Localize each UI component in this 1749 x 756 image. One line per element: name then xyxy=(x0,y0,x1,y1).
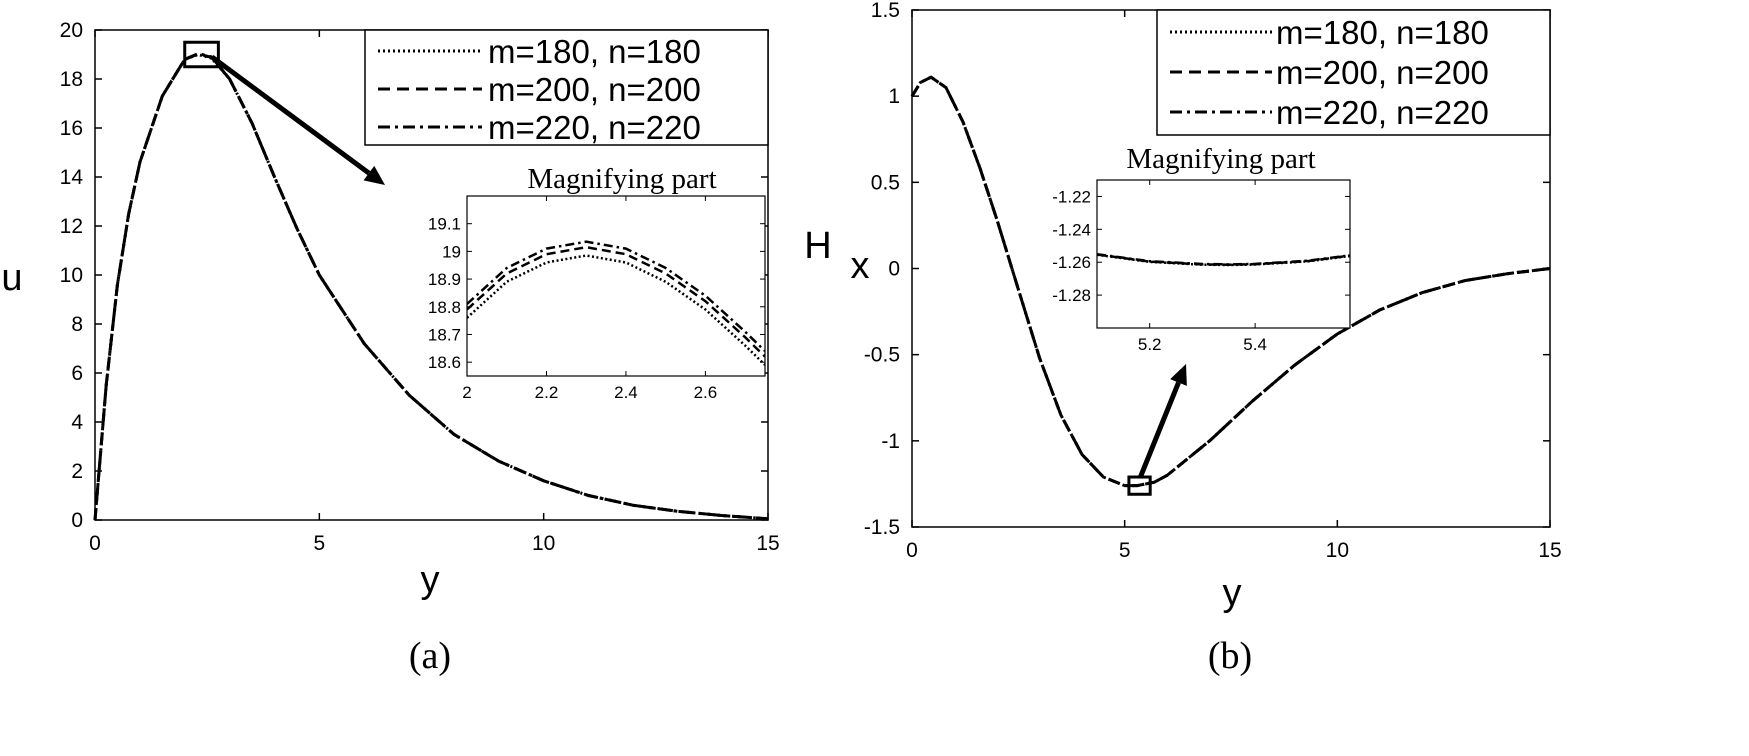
inset-series-line-dotted xyxy=(467,254,765,366)
y-tick-label: 0.5 xyxy=(871,171,900,194)
y-tick-label: 1.5 xyxy=(871,0,900,22)
legend-entry: m=180, n=180 xyxy=(488,33,701,70)
inset-y-tick-label: -1.28 xyxy=(1052,286,1091,305)
y-tick-label: 6 xyxy=(71,362,83,385)
legend-box xyxy=(1156,9,1551,136)
inset-y-tick-label: 18.7 xyxy=(428,325,461,344)
y-tick-label: -0.5 xyxy=(864,344,900,367)
x-tick-label: 5 xyxy=(313,532,325,555)
inset-x-tick-label: 5.2 xyxy=(1138,335,1162,354)
legend-entry: m=220, n=220 xyxy=(488,109,701,146)
inset-x-tick-label: 2.4 xyxy=(614,383,638,402)
inset-x-tick-label: 2.2 xyxy=(535,383,559,402)
zoom-arrow-shaft xyxy=(210,54,371,176)
inset-series-line-dashdot xyxy=(467,240,765,352)
y-tick-label: 1 xyxy=(888,85,900,108)
x-tick-label: 0 xyxy=(89,532,101,555)
y-tick-label: 16 xyxy=(60,117,83,140)
inset-y-tick-label: 18.8 xyxy=(428,298,461,317)
inset-series-group xyxy=(1097,252,1350,267)
inset-title: Magnifying part xyxy=(1126,143,1315,175)
inset-title: Magnifying part xyxy=(527,163,716,195)
y-axis-label: H xyxy=(804,225,831,267)
x-tick-label: 0 xyxy=(906,539,918,562)
y-tick-label: 2 xyxy=(71,460,83,483)
y-tick-label: 20 xyxy=(60,19,83,42)
inset-series-group xyxy=(467,240,765,366)
x-tick-label: 10 xyxy=(1326,539,1349,562)
y-axis-label: u xyxy=(1,257,22,299)
legend-entry: m=200, n=200 xyxy=(1276,54,1489,91)
y-tick-label: 8 xyxy=(71,313,83,336)
x-tick-label: 15 xyxy=(756,532,779,555)
zoom-arrow-head xyxy=(1170,364,1187,386)
highlight-box xyxy=(183,40,220,69)
x-axis-label: y xyxy=(1223,572,1242,614)
x-tick-label: 15 xyxy=(1538,539,1561,562)
inset-y-tick-label: 18.6 xyxy=(428,353,461,372)
inset-y-tick-label: 18.9 xyxy=(428,270,461,289)
zoom-arrow-head xyxy=(363,165,385,185)
series-line-dashdot xyxy=(93,51,769,521)
y-tick-label: 10 xyxy=(60,264,83,287)
legend-entry: m=220, n=220 xyxy=(1276,94,1489,131)
inset-x-tick-label: 2 xyxy=(462,383,471,402)
legend-entry: m=180, n=180 xyxy=(1276,14,1489,51)
y-tick-label: 0 xyxy=(71,509,83,532)
x-tick-label: 5 xyxy=(1119,539,1131,562)
series-line-dashdot xyxy=(910,75,1551,488)
y-tick-label: -1.5 xyxy=(864,516,900,539)
inset-frame xyxy=(1096,179,1351,329)
x-axis-label: y xyxy=(421,559,440,601)
inset-frame xyxy=(466,195,766,377)
inset-y-tick-label: 19 xyxy=(442,242,461,261)
legend-entry: m=200, n=200 xyxy=(488,71,701,108)
inset-x-tick-label: 5.4 xyxy=(1243,335,1267,354)
y-tick-label: 18 xyxy=(60,68,83,91)
inset-y-tick-label: -1.26 xyxy=(1052,253,1091,272)
y-tick-label: 0 xyxy=(888,258,900,281)
y-tick-label: 12 xyxy=(60,215,83,238)
y-tick-label: -1 xyxy=(881,430,900,453)
panel-caption: (a) xyxy=(409,635,451,677)
inset-series-line-dashdot xyxy=(1097,252,1350,266)
inset-x-tick-label: 2.6 xyxy=(694,383,718,402)
inset-y-tick-label: -1.22 xyxy=(1052,187,1091,206)
inset-y-tick-label: -1.24 xyxy=(1052,220,1091,239)
x-tick-label: 10 xyxy=(532,532,555,555)
panel-caption: (b) xyxy=(1208,635,1252,677)
y-tick-label: 14 xyxy=(60,166,84,189)
y-axis-label-subscript: x xyxy=(851,245,870,287)
inset-y-tick-label: 19.1 xyxy=(428,215,461,234)
zoom-arrow-shaft xyxy=(1137,381,1181,479)
y-tick-label: 4 xyxy=(71,411,83,434)
